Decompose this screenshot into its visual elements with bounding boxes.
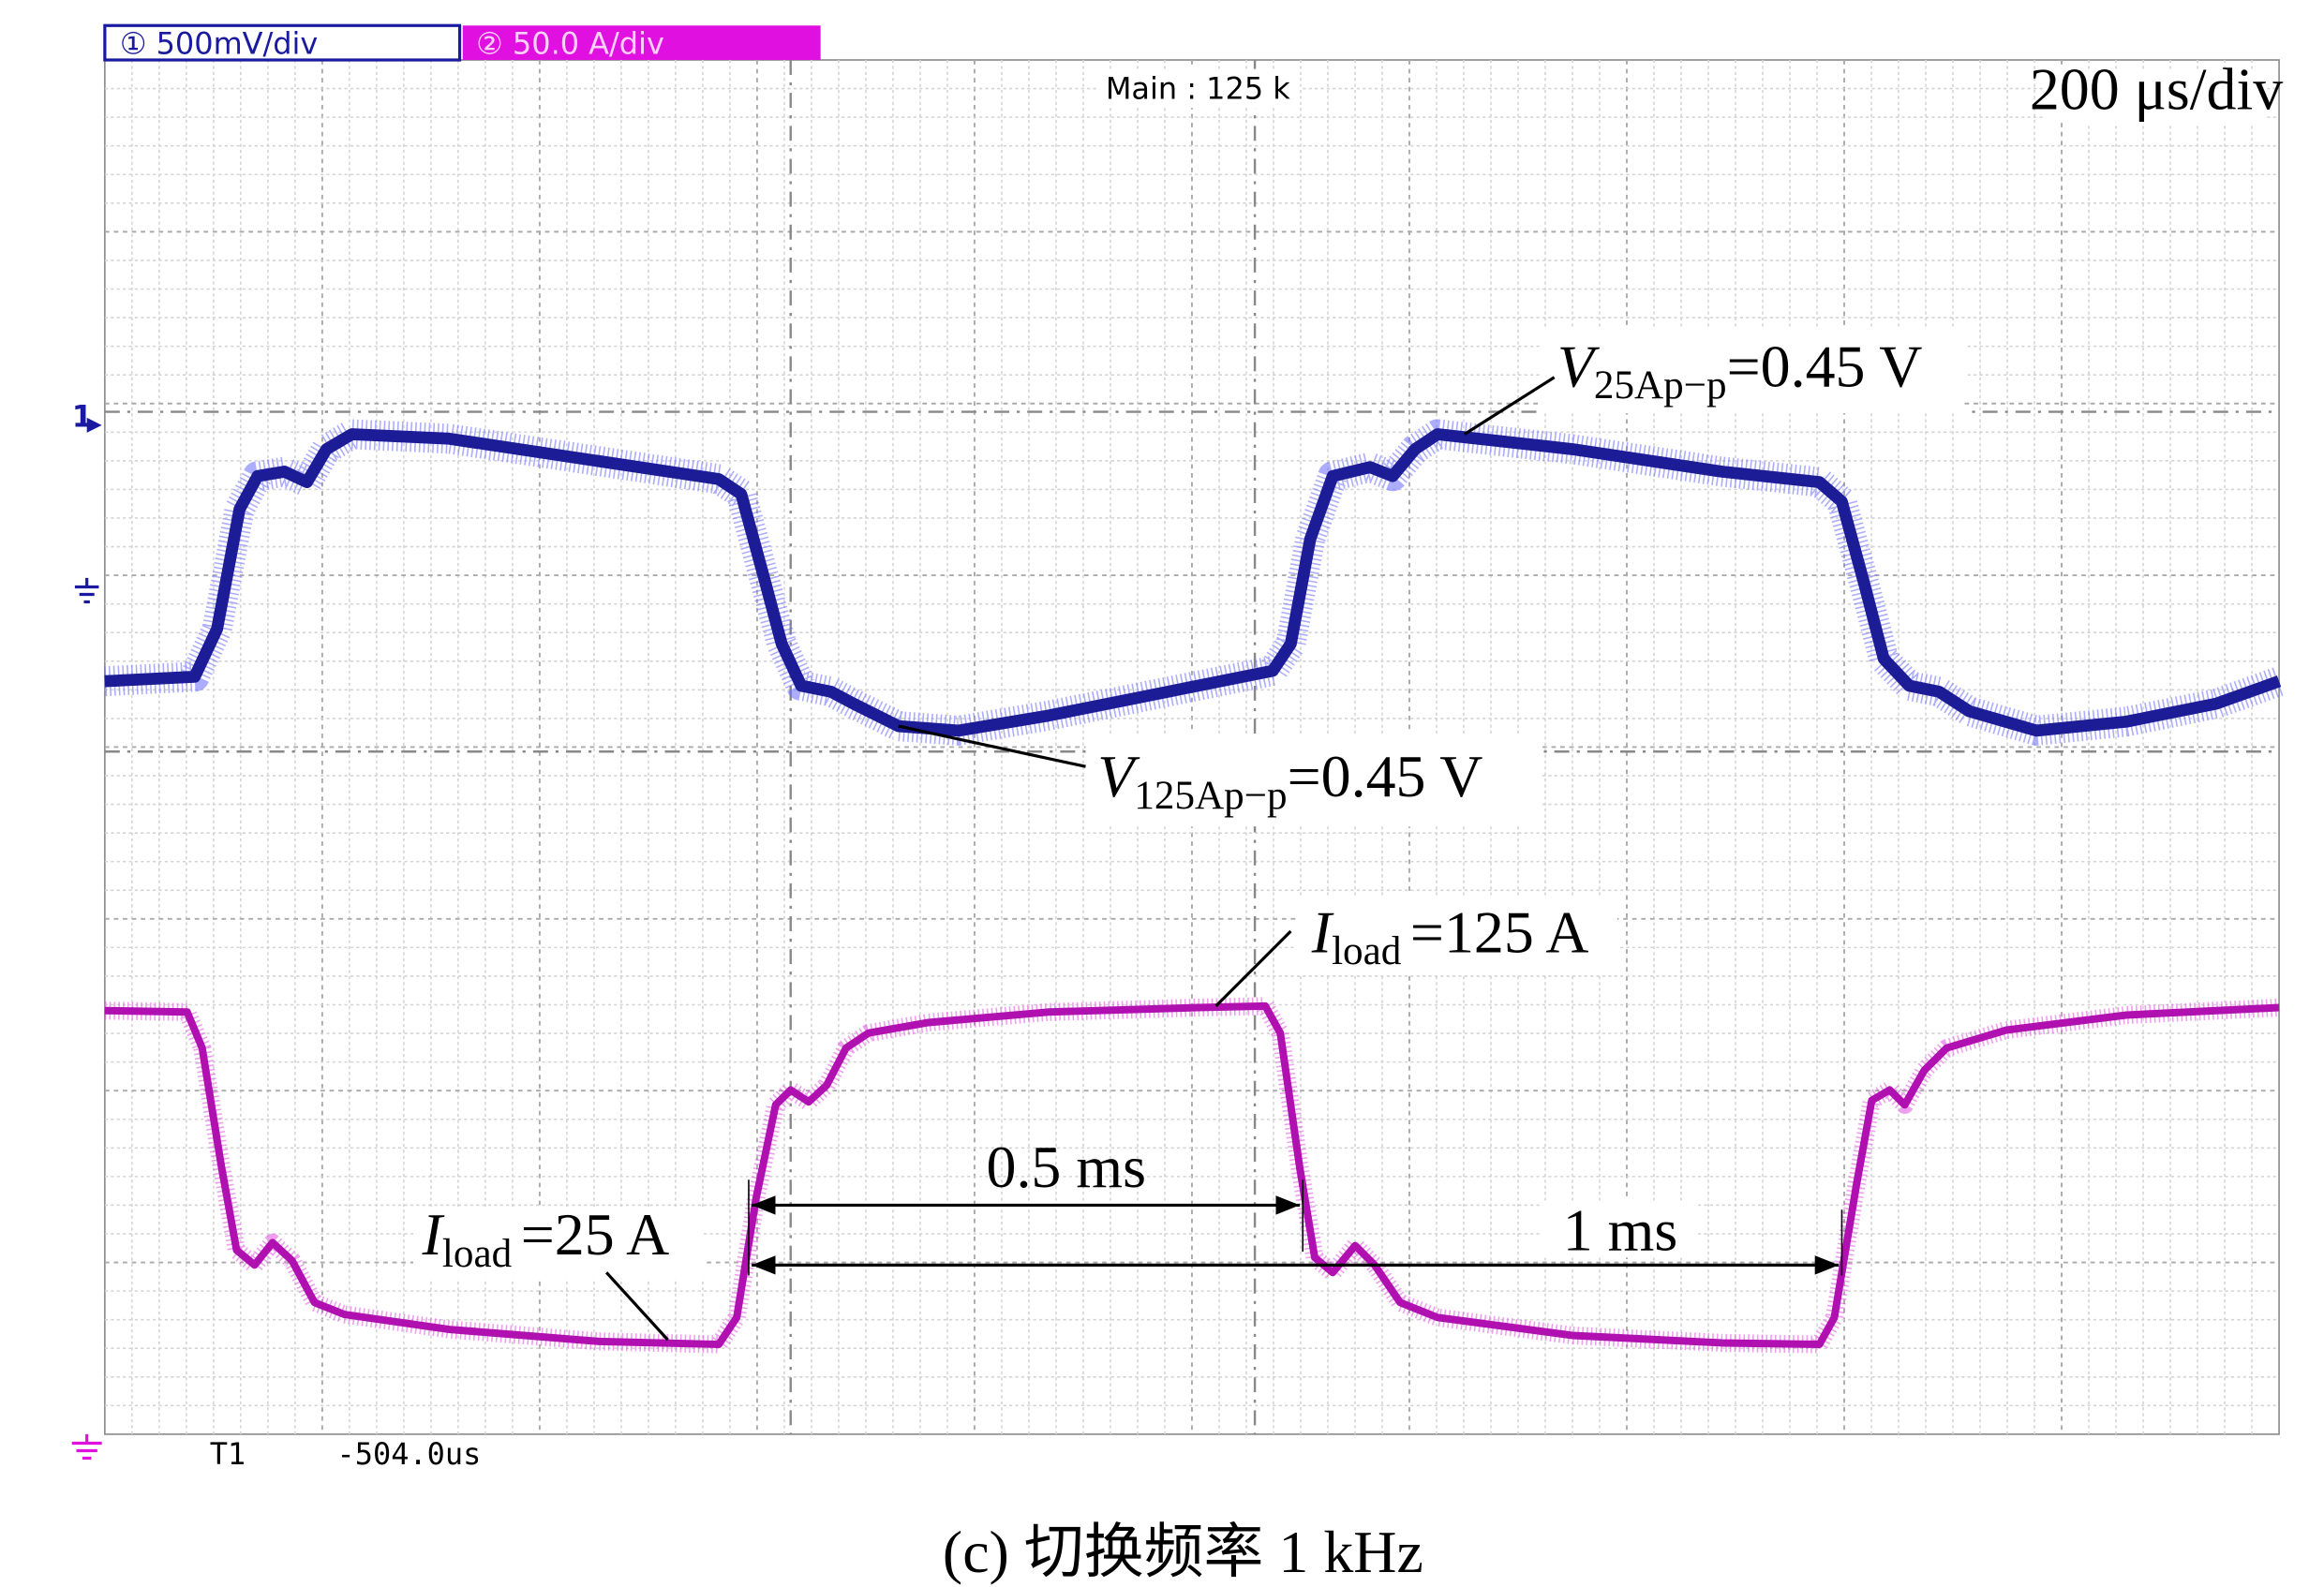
interval-label: 1 ms — [1563, 1196, 1678, 1263]
annotation-bg — [1085, 734, 1542, 827]
footer-bar — [104, 1435, 2280, 1474]
current-trace — [104, 997, 2280, 1354]
value: =25 A — [521, 1201, 670, 1268]
annotation-bg — [413, 1207, 705, 1279]
annotation-bg — [1542, 326, 1965, 414]
main-bg — [1098, 68, 1301, 109]
leader-line — [1463, 376, 1556, 436]
channel2-box — [462, 25, 821, 61]
annotation: V25Ap−p=0.45 V — [1557, 333, 1923, 408]
channel1-box — [103, 23, 462, 62]
symbol: V — [1557, 333, 1601, 399]
leader-line — [1214, 929, 1292, 1008]
interval-ticks — [748, 1179, 1843, 1276]
value: =125 A — [1410, 898, 1589, 965]
leader-line — [604, 1271, 669, 1342]
subscript: load — [1332, 929, 1402, 973]
annotation: Iload =125 A — [1311, 898, 1589, 973]
value: =0.45 V — [1288, 743, 1483, 809]
timebase-bg — [2045, 68, 2268, 124]
caption: (c) 切换频率 1 kHz — [943, 1519, 1423, 1585]
interval-label: 0.5 ms — [987, 1134, 1146, 1200]
symbol: I — [1311, 898, 1334, 965]
trigger-arrow — [86, 417, 102, 433]
annotation: Iload =25 A — [422, 1201, 670, 1276]
subscript: 125Ap−p — [1134, 774, 1287, 818]
annotation-bg — [1542, 1200, 1699, 1258]
channel2-label: ② 50.0 A/div — [476, 26, 664, 62]
ground-ch1 — [74, 577, 99, 604]
value: =0.45 V — [1727, 333, 1923, 399]
symbol: V — [1097, 743, 1140, 809]
annotation: V125Ap−p=0.45 V — [1097, 743, 1482, 818]
ground-ch2 — [71, 1433, 102, 1461]
grid — [104, 60, 2280, 1434]
timebase-label: 200 μs/div — [2030, 56, 2283, 123]
trigger-time: -504.0us — [337, 1436, 482, 1472]
leader-line — [898, 724, 1086, 768]
symbol: I — [422, 1201, 445, 1268]
subscript: 25Ap−p — [1594, 363, 1727, 408]
annotation-bg — [1296, 895, 1617, 973]
voltage-trace — [104, 419, 2285, 746]
trigger-label: T1 — [210, 1436, 246, 1472]
subscript: load — [442, 1232, 513, 1276]
main-label: Main : 125 k — [1106, 71, 1290, 107]
channel1-label: ① 500mV/div — [120, 26, 319, 62]
